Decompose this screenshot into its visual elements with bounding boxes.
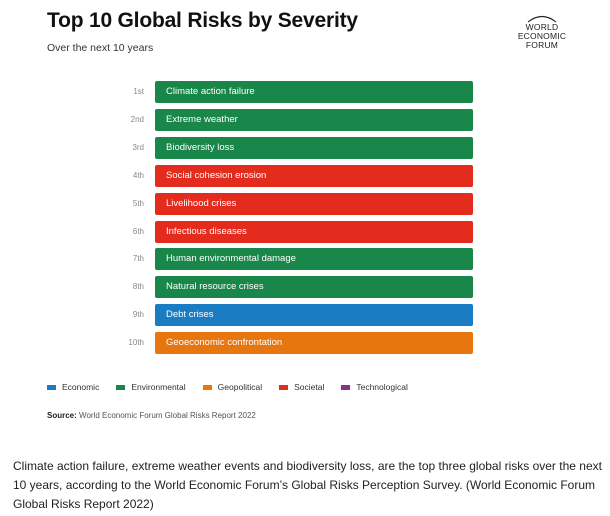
rank-label: 7th [132,254,144,263]
risk-bar: Natural resource crises [155,276,473,298]
legend-label: Technological [356,382,408,392]
legend-label: Geopolitical [217,382,263,392]
legend-item: Geopolitical [202,381,263,393]
image-caption: Climate action failure, extreme weather … [13,459,602,511]
wef-logo-line-2: ECONOMIC [517,31,567,41]
legend-label: Economic [62,382,100,392]
risk-bar: Livelihood crises [155,193,473,215]
legend-swatch [341,384,351,390]
legend-swatch [116,384,126,390]
chart-card: Top 10 Global Risks by Severity Over the… [47,9,572,420]
legend-item: Economic [47,381,99,393]
legend-item: Societal [279,381,324,393]
chart-legend: Economic Environmental Geopolitical Societa… [47,381,425,393]
risk-bar: Biodiversity loss [155,137,473,159]
rank-label: 1st [133,87,144,96]
source-label: Source: [47,411,77,420]
chart-title: Top 10 Global Risks by Severity [47,9,358,32]
legend-swatch [279,384,289,390]
risk-bar: Extreme weather [155,109,473,131]
rank-label: 5th [132,199,144,208]
rank-label: 4th [132,171,144,180]
chart-source: Source: World Economic Forum Global Risk… [47,411,256,420]
rank-label: 6th [132,227,144,236]
rank-label: 9th [132,310,144,319]
risk-bar: Geoeconomic confrontation [155,332,473,354]
wef-logo-arc-icon [527,15,557,23]
source-text: World Economic Forum Global Risks Report… [79,411,256,420]
wef-logo: WORLD ECONOMIC FORUM [512,13,572,50]
legend-swatch [47,384,56,390]
legend-item: Technological [341,381,408,393]
risk-bar: Climate action failure [155,81,473,103]
risk-bar: Infectious diseases [155,221,473,243]
legend-label: Environmental [131,382,186,392]
rank-label: 3rd [132,143,144,152]
wef-logo-line-3: FORUM [525,40,559,50]
rank-label: 8th [132,282,144,291]
wef-logo-line-1: WORLD [525,22,559,32]
rank-label: 2nd [130,115,144,124]
risk-bar: Social cohesion erosion [155,165,473,187]
risk-bar: Debt crises [155,304,473,326]
legend-item: Environmental [116,381,186,393]
rank-label: 10th [128,338,144,347]
legend-label: Societal [294,382,325,392]
legend-swatch [202,384,212,390]
chart-subtitle: Over the next 10 years [47,42,154,54]
risk-bar: Human environmental damage [155,248,473,270]
